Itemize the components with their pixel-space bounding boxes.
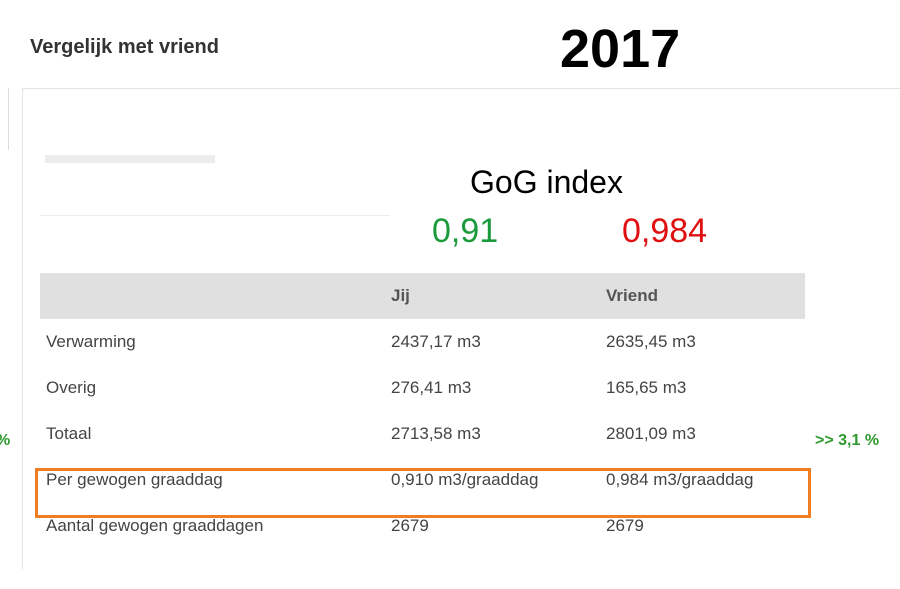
row-label: Verwarming — [46, 332, 136, 351]
panel — [22, 88, 900, 569]
table-row: Per gewogen graaddag 0,910 m3/graaddag 0,9… — [40, 457, 805, 503]
cell: 2713,58 m3 — [391, 424, 481, 443]
difference-note: >> 3,1 % — [815, 432, 880, 449]
gog-label: GoG index — [470, 164, 623, 200]
cell: 2635,45 m3 — [606, 332, 696, 351]
header-row: Jij Vriend — [40, 273, 805, 319]
row-label: Totaal — [46, 424, 92, 443]
title: Vergelijk met vriend — [30, 36, 219, 58]
table-body: Verwarming 2437,17 m3 2635,45 m3 Overig 276,… — [40, 319, 805, 549]
left-panel-edge — [0, 88, 9, 150]
table-row: Overig 276,41 m3 165,65 m3 — [40, 365, 805, 411]
cell: 2801,09 m3 — [606, 424, 696, 443]
table-row: Aantal gewogen graaddagen 2679 2679 — [40, 503, 805, 549]
gog-value: 0,91 — [432, 212, 499, 250]
highlight-box — [35, 468, 811, 518]
divider — [40, 215, 390, 216]
cell: 0,910 m3/graaddag — [391, 470, 539, 489]
clipped-note: % — [0, 432, 10, 450]
row-label: Aantal gewogen graaddagen — [46, 516, 264, 535]
table-row: Verwarming 2437,17 m3 2635,45 m3 — [40, 319, 805, 365]
row-label: Per gewogen graaddag — [46, 470, 223, 489]
cell: 2679 — [606, 516, 644, 535]
year: 2017 — [560, 19, 681, 79]
header-cell — [40, 273, 385, 319]
row-label: Overig — [46, 378, 97, 397]
header-cell: Vriend — [600, 273, 805, 319]
cell: 0,984 m3/graaddag — [606, 470, 754, 489]
cell: 2437,17 m3 — [391, 332, 481, 351]
cell: 276,41 m3 — [391, 378, 472, 397]
comparison-table: Jij Vriend Verwarming 2437,17 m3 2635,45 m… — [40, 273, 805, 549]
cell: 165,65 m3 — [606, 378, 687, 397]
header-cell: Jij — [385, 273, 600, 319]
blurred-text — [45, 155, 215, 163]
gog-value: 0,984 — [622, 212, 708, 250]
cell: 2679 — [391, 516, 429, 535]
table-row: Totaal 2713,58 m3 2801,09 m3 — [40, 411, 805, 457]
